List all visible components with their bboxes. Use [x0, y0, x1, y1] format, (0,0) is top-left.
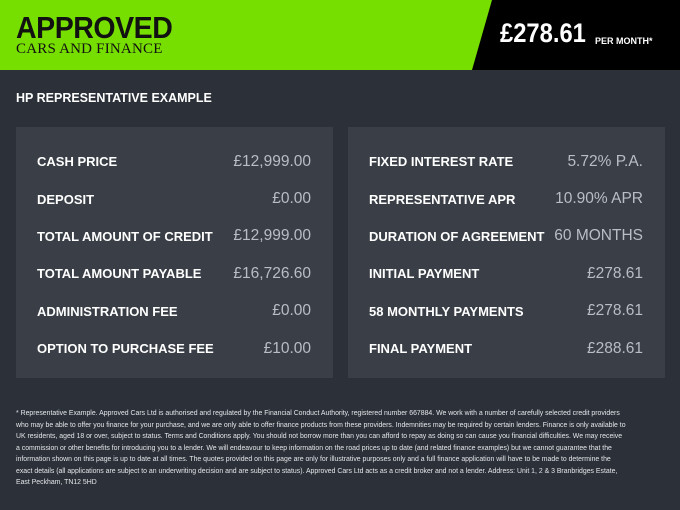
- finance-row: 58 MONTHLY PAYMENTS £278.61: [369, 293, 643, 330]
- row-label: FINAL PAYMENT: [369, 341, 473, 357]
- row-value: £278.61: [586, 264, 643, 282]
- row-label: TOTAL AMOUNT PAYABLE: [37, 266, 202, 282]
- disclaimer-text: * Representative Example. Approved Cars …: [16, 410, 626, 486]
- row-value: £10.00: [263, 339, 311, 357]
- row-label: DURATION OF AGREEMENT: [369, 228, 545, 244]
- row-label: REPRESENTATIVE APR: [369, 191, 516, 207]
- finance-row: FINAL PAYMENT £288.61: [369, 330, 643, 367]
- header-banner: APPROVED CARS AND FINANCE £278.61 PER MO…: [0, 0, 680, 70]
- row-value: £12,999.00: [233, 152, 311, 170]
- per-month-label: PER MONTH*: [595, 36, 653, 46]
- row-label: DEPOSIT: [37, 191, 95, 207]
- row-label: CASH PRICE: [37, 154, 118, 170]
- section-title: HP REPRESENTATIVE EXAMPLE: [16, 91, 212, 105]
- row-label: TOTAL AMOUNT OF CREDIT: [37, 228, 213, 244]
- row-value: 60 MONTHS: [554, 227, 643, 245]
- row-label: ADMINISTRATION FEE: [37, 303, 178, 319]
- row-value: £278.61: [586, 302, 643, 320]
- row-label: INITIAL PAYMENT: [369, 266, 480, 282]
- finance-row: OPTION TO PURCHASE FEE £10.00: [37, 330, 311, 367]
- finance-row: ADMINISTRATION FEE £0.00: [37, 293, 311, 330]
- right-panel: FIXED INTEREST RATE 5.72% P.A. REPRESENTAT…: [348, 127, 665, 378]
- row-value: £0.00: [272, 302, 311, 320]
- finance-row: DURATION OF AGREEMENT 60 MONTHS: [369, 218, 643, 255]
- finance-row: TOTAL AMOUNT PAYABLE £16,726.60: [37, 255, 311, 292]
- row-label: OPTION TO PURCHASE FEE: [37, 341, 214, 357]
- row-label: FIXED INTEREST RATE: [369, 154, 514, 170]
- logo-subtitle: CARS AND FINANCE: [16, 41, 163, 57]
- finance-row: INITIAL PAYMENT £278.61: [369, 255, 643, 292]
- row-value: £0.00: [272, 190, 311, 208]
- logo: APPROVED: [16, 10, 173, 45]
- row-value: 10.90% APR: [555, 190, 643, 208]
- finance-row: CASH PRICE £12,999.00: [37, 143, 311, 180]
- price-box: [472, 0, 680, 70]
- finance-row: TOTAL AMOUNT OF CREDIT £12,999.00: [37, 218, 311, 255]
- row-value: £16,726.60: [233, 264, 311, 282]
- row-label: 58 MONTHLY PAYMENTS: [369, 303, 524, 319]
- row-value: £288.61: [586, 339, 643, 357]
- finance-row: DEPOSIT £0.00: [37, 180, 311, 217]
- row-value: £12,999.00: [233, 227, 311, 245]
- finance-row: FIXED INTEREST RATE 5.72% P.A.: [369, 143, 643, 180]
- row-value: 5.72% P.A.: [567, 152, 643, 170]
- finance-row: REPRESENTATIVE APR 10.90% APR: [369, 180, 643, 217]
- left-panel: CASH PRICE £12,999.00 DEPOSIT £0.00 TOTAL AM…: [16, 127, 333, 378]
- monthly-price: £278.61: [500, 18, 586, 48]
